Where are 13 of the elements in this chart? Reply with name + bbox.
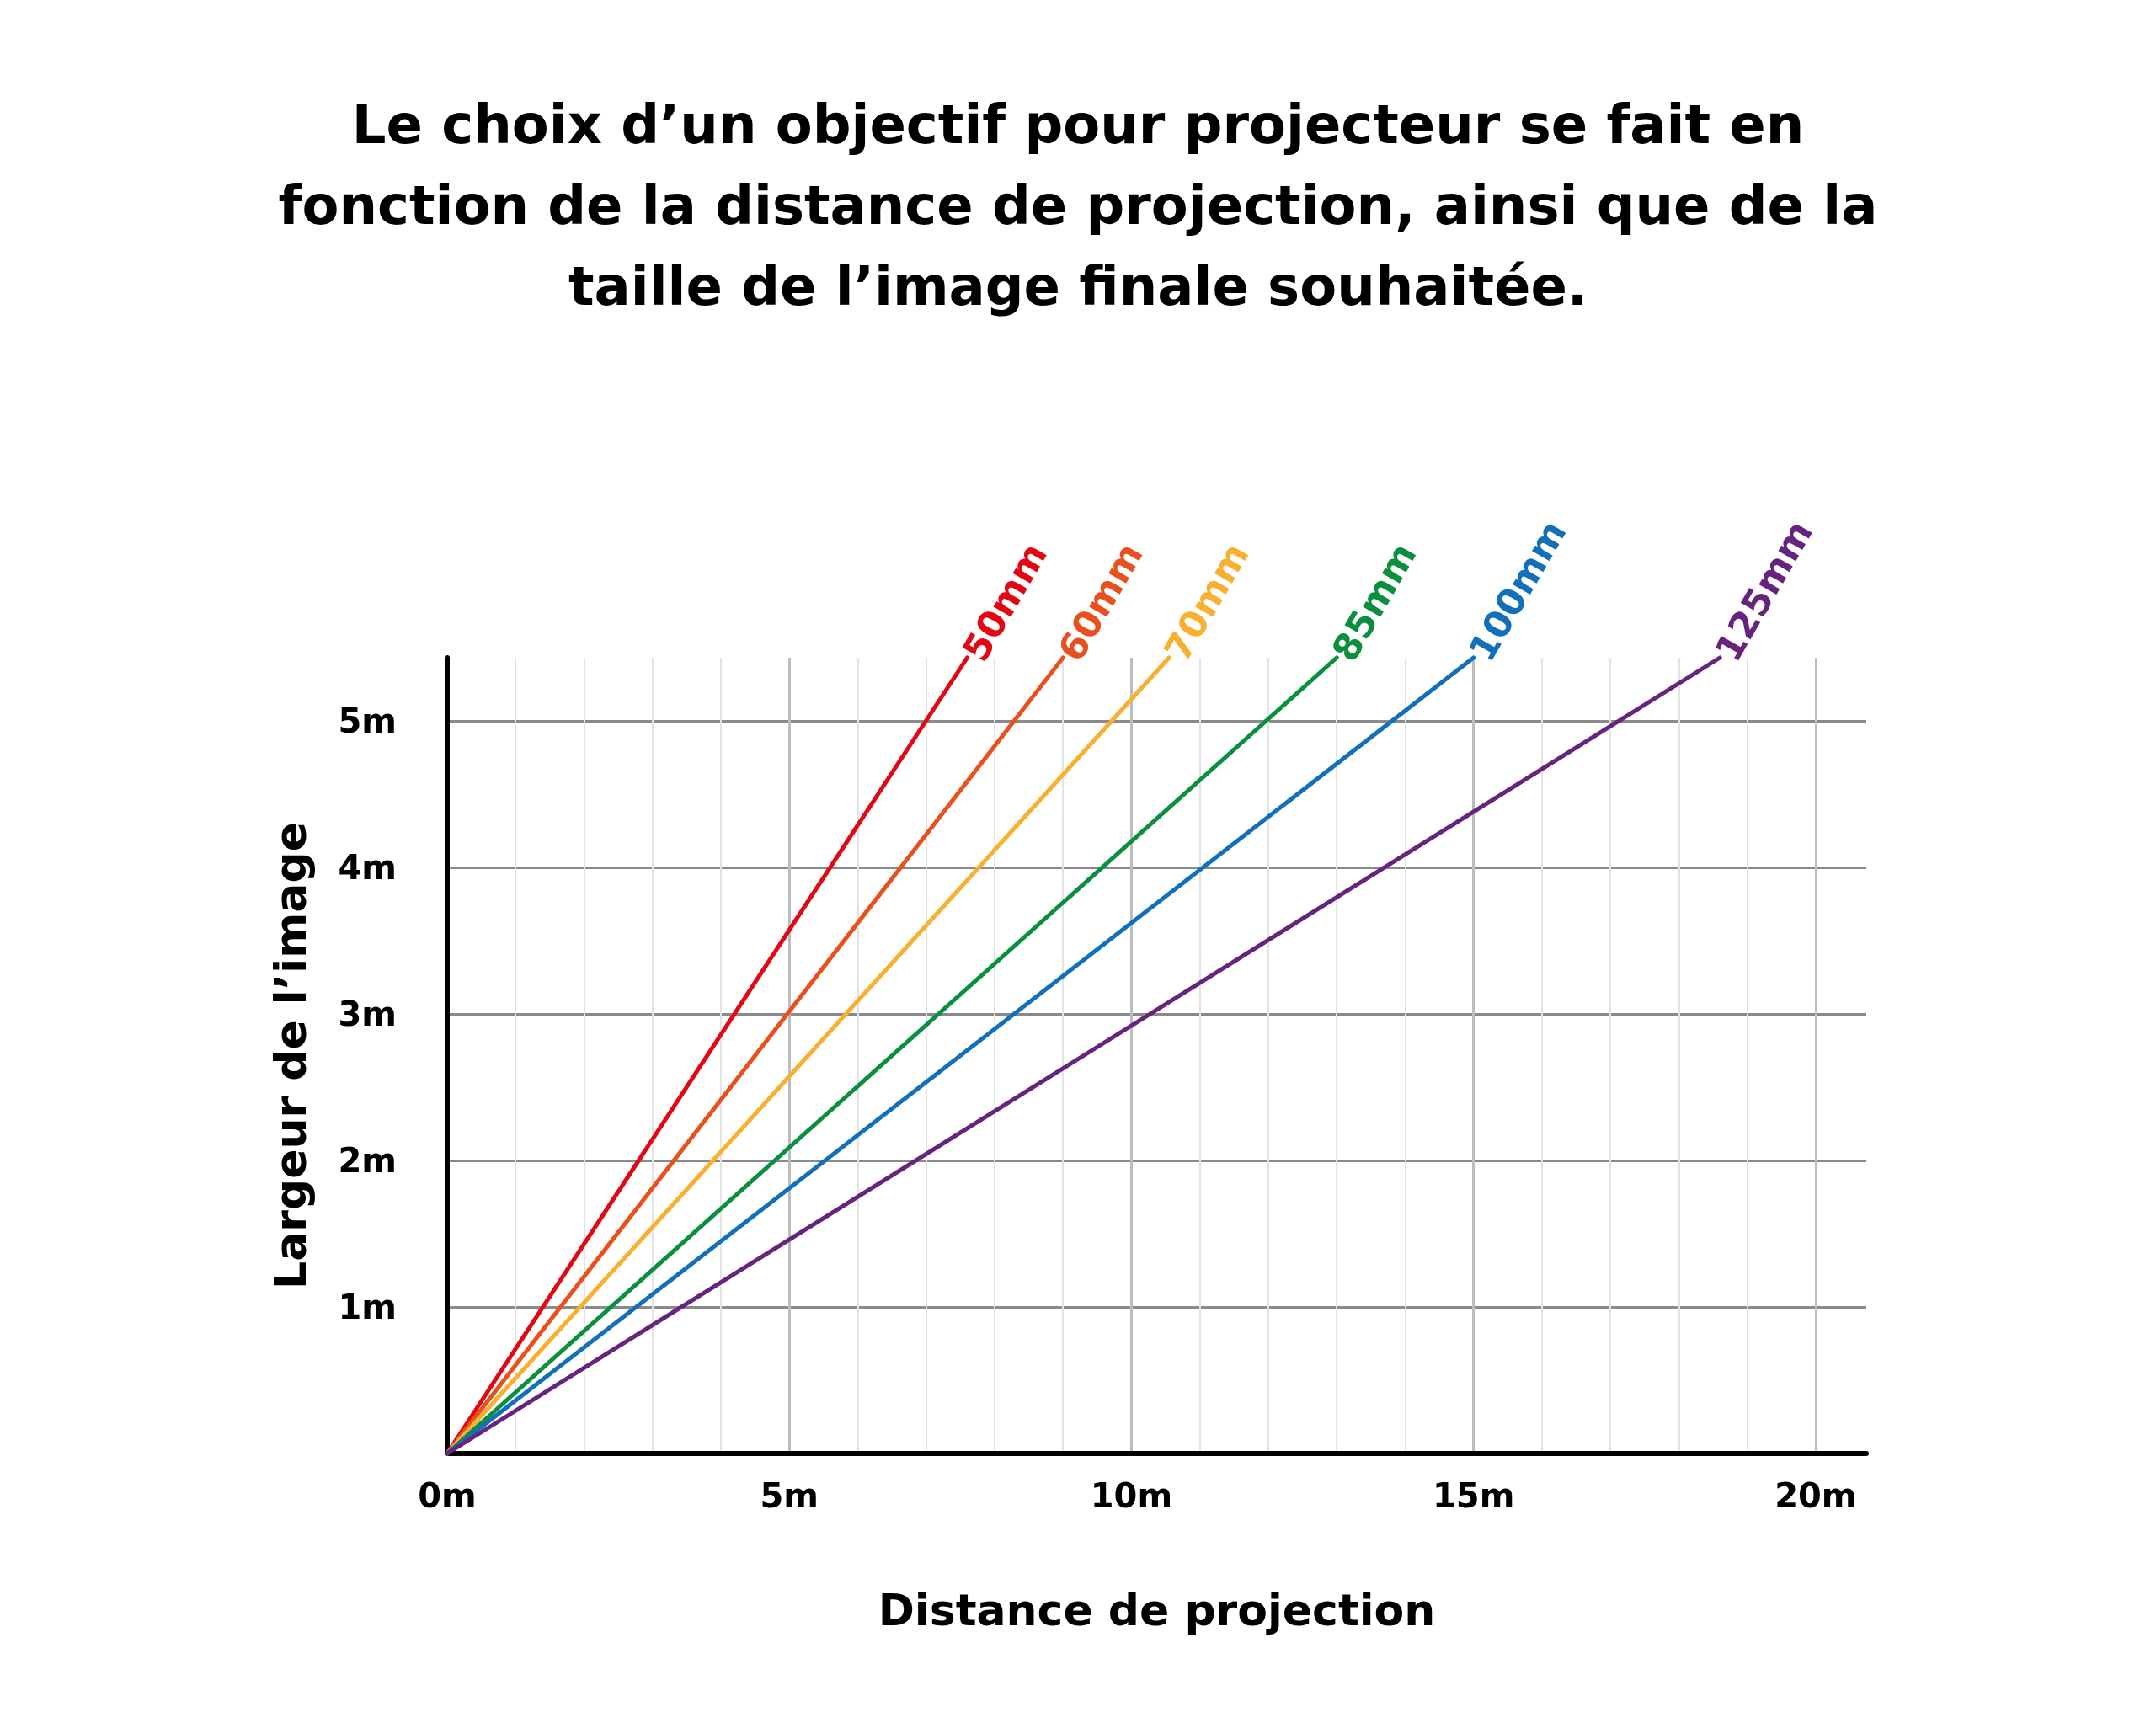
y-tick-label: 3m	[338, 994, 397, 1033]
x-tick-label: 0m	[418, 1476, 477, 1515]
y-tick-label: 1m	[338, 1287, 397, 1326]
y-tick-label: 5m	[338, 701, 397, 740]
y-tick-label: 4m	[338, 847, 397, 887]
y-axis-title: Largeur de l’image	[265, 822, 316, 1289]
x-tick-label: 10m	[1090, 1476, 1173, 1515]
x-axis-title: Distance de projection	[878, 1585, 1436, 1635]
chart-title: Le choix d’un objectif pour projecteur se fait en fonction de la distance de projection, ainsi que de la taille de l’image finale souhaitée.	[278, 93, 1878, 317]
x-tick-label: 20m	[1774, 1476, 1857, 1515]
y-tick-label: 2m	[338, 1140, 397, 1180]
x-tick-label: 15m	[1432, 1476, 1515, 1515]
x-tick-label: 5m	[760, 1476, 819, 1515]
